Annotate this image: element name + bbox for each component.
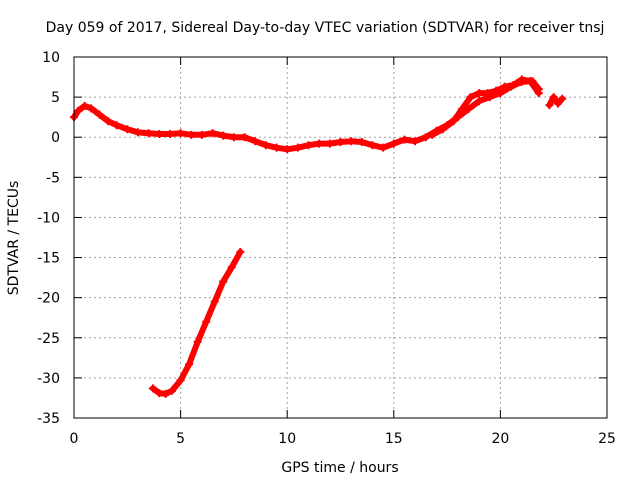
data-point [187, 130, 196, 139]
data-point [368, 141, 377, 150]
data-point [112, 121, 121, 130]
y-tick-label: 0 [51, 130, 60, 146]
data-point [185, 360, 194, 369]
y-tick-label: -35 [37, 411, 60, 427]
series-line-3 [546, 94, 566, 109]
y-tick-label: -15 [37, 251, 60, 267]
series-markers-1 [70, 77, 543, 154]
data-point [202, 317, 211, 326]
data-point [509, 81, 518, 90]
data-point [475, 89, 484, 98]
data-point [176, 376, 185, 385]
chart-title: Day 059 of 2017, Sidereal Day-to-day VTE… [46, 20, 605, 36]
data-point [458, 105, 467, 114]
data-point [144, 129, 153, 138]
data-point [526, 77, 535, 86]
data-point [229, 133, 238, 142]
data-point [261, 141, 270, 150]
data-point [553, 99, 562, 108]
tick-marks [73, 56, 608, 419]
data-point [272, 143, 281, 152]
data-point [148, 384, 157, 393]
data-point [492, 86, 501, 95]
x-axis-label: GPS time / hours [281, 460, 398, 476]
data-point [449, 117, 458, 126]
data-point [438, 125, 447, 134]
data-point [483, 89, 492, 98]
x-tick-label: 10 [278, 431, 296, 447]
series-markers-3 [545, 93, 567, 110]
data-point [95, 110, 104, 119]
data-point [236, 247, 245, 256]
data-point [400, 135, 409, 144]
x-tick-label: 15 [385, 431, 403, 447]
series-line-2 [429, 76, 542, 138]
data-point [315, 139, 324, 148]
data-point [336, 138, 345, 147]
data-point [161, 389, 170, 398]
y-tick-labels: -35 -30 -25 -20 -15 -10 -5 0 5 10 [37, 50, 60, 427]
data-point [534, 89, 543, 98]
x-tick-label: 5 [176, 431, 185, 447]
data-point [411, 137, 420, 146]
data-point [357, 138, 366, 147]
x-tick-label: 25 [598, 431, 616, 447]
series-markers-4 [148, 247, 245, 398]
data-point [208, 129, 217, 138]
grid [74, 57, 607, 418]
data-point [517, 75, 526, 84]
data-point [80, 101, 89, 110]
y-tick-label: -10 [37, 210, 60, 226]
data-point [133, 128, 142, 137]
y-tick-label: -20 [37, 291, 60, 307]
data-point [87, 104, 96, 113]
data-point [283, 145, 292, 154]
y-tick-label: -25 [37, 331, 60, 347]
x-tick-labels: 0 5 10 15 20 25 [70, 431, 616, 447]
data-point [74, 106, 83, 115]
y-axis-label: SDTVAR / TECUs [6, 181, 22, 296]
data-point [466, 93, 475, 102]
y-tick-label: -30 [37, 371, 60, 387]
data-point [549, 93, 558, 102]
series-markers-2 [428, 75, 543, 139]
data-point [475, 97, 484, 106]
data-point [219, 277, 228, 286]
data-point [421, 133, 430, 142]
x-tick-label: 20 [491, 431, 509, 447]
y-tick-label: 5 [51, 90, 60, 106]
data-point [304, 141, 313, 150]
data-point [168, 386, 177, 395]
data-point [104, 117, 113, 126]
data-point [219, 131, 228, 140]
data-point [176, 129, 185, 138]
data-point [251, 137, 260, 146]
plot-frame [73, 56, 608, 419]
data-point [428, 130, 437, 139]
data-point [379, 143, 388, 152]
data-point [240, 133, 249, 142]
y-tick-label: 10 [42, 50, 60, 66]
data-point [193, 337, 202, 346]
data-point [325, 139, 334, 148]
data-point [227, 263, 236, 272]
data-point [123, 125, 132, 134]
series-layer [70, 75, 567, 398]
data-point [210, 297, 219, 306]
data-point [347, 137, 356, 146]
data-point [165, 130, 174, 139]
data-point [197, 130, 206, 139]
data-point [389, 139, 398, 148]
data-point [293, 143, 302, 152]
data-point [155, 130, 164, 139]
series-line-4 [149, 248, 244, 397]
x-tick-label: 0 [70, 431, 79, 447]
data-point [545, 101, 554, 110]
y-tick-label: -5 [46, 170, 60, 186]
series-line-1 [71, 78, 542, 153]
data-point [500, 82, 509, 91]
data-point [558, 94, 567, 103]
